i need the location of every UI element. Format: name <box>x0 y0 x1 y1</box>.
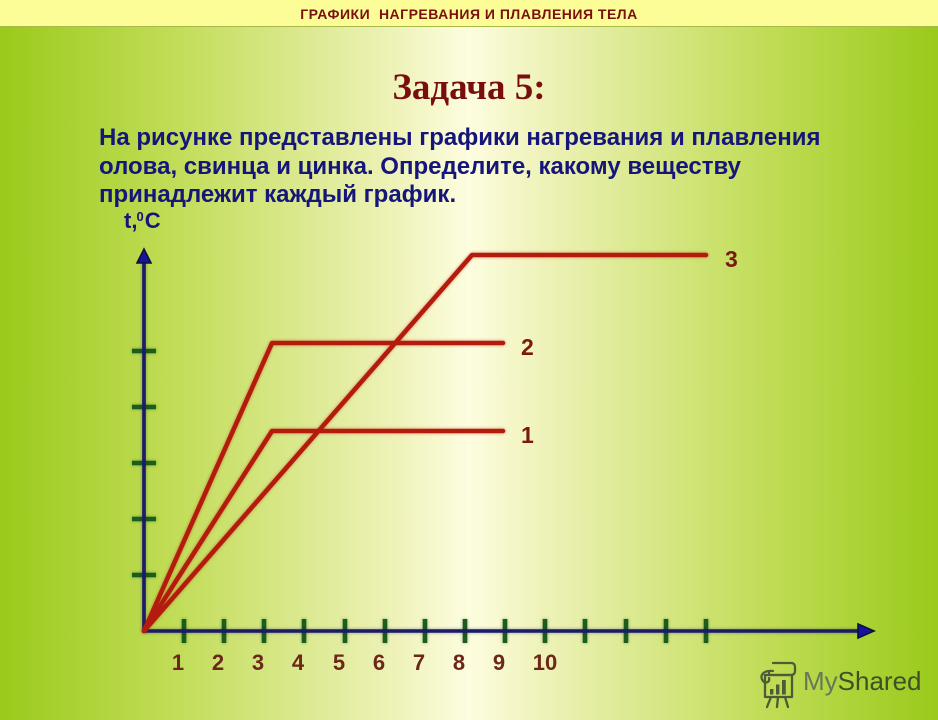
svg-text:6: 6 <box>373 650 385 675</box>
svg-text:1: 1 <box>172 650 184 675</box>
svg-text:9: 9 <box>493 650 505 675</box>
svg-text:t,0C: t,0C <box>124 208 161 233</box>
svg-text:3: 3 <box>725 246 738 272</box>
svg-text:MyShared: MyShared <box>803 666 922 696</box>
svg-text:8: 8 <box>453 650 465 675</box>
svg-text:2: 2 <box>212 650 224 675</box>
svg-text:4: 4 <box>292 650 305 675</box>
svg-text:3: 3 <box>252 650 264 675</box>
svg-text:7: 7 <box>413 650 425 675</box>
svg-text:2: 2 <box>521 334 534 360</box>
svg-text:1: 1 <box>521 422 534 448</box>
svg-text:10: 10 <box>533 650 557 675</box>
svg-text:5: 5 <box>333 650 345 675</box>
